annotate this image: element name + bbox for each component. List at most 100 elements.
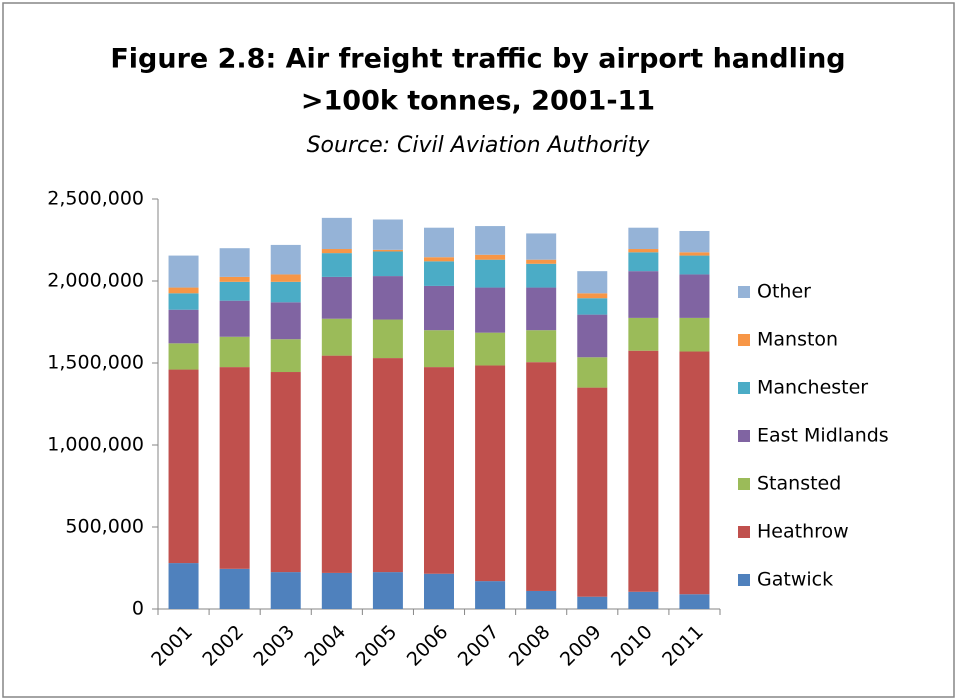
y-tick-label: 0 xyxy=(132,598,144,620)
bar-segment xyxy=(679,230,710,253)
bar-segment xyxy=(577,293,608,299)
bar-segment xyxy=(270,274,301,282)
bar-segment xyxy=(168,343,199,370)
bar-segment xyxy=(321,253,352,277)
bar-segment xyxy=(475,332,506,366)
bar-segment xyxy=(219,568,250,609)
bar-segment xyxy=(424,285,454,331)
bar-segment xyxy=(168,309,199,344)
bar-segment xyxy=(679,351,710,595)
chart-subtitle: Source: Civil Aviation Authority xyxy=(307,133,651,158)
legend-swatch xyxy=(738,334,750,346)
bar-segment xyxy=(577,271,608,294)
bar-segment xyxy=(628,252,659,272)
bar-segment xyxy=(679,252,710,256)
bar-segment xyxy=(424,261,454,286)
bar-segment xyxy=(577,596,608,609)
bar-segment xyxy=(475,254,506,260)
bar-segment xyxy=(270,281,301,303)
bar-segment xyxy=(321,249,352,254)
bar-segment xyxy=(270,244,301,275)
legend-swatch xyxy=(738,478,750,490)
legend-swatch xyxy=(738,382,750,394)
bar-segment xyxy=(168,255,199,288)
bar-segment xyxy=(424,330,454,368)
bar-segment xyxy=(628,271,659,318)
legend-swatch xyxy=(738,526,750,538)
bar-segment xyxy=(321,355,352,573)
bar-segment xyxy=(219,281,250,301)
bar-segment xyxy=(168,287,199,294)
legend-label: Other xyxy=(757,281,811,303)
bar-segment xyxy=(372,276,403,320)
bar-segment xyxy=(424,257,454,262)
bar-segment xyxy=(321,276,352,319)
bar-segment xyxy=(577,387,608,597)
bar-segment xyxy=(372,251,403,277)
bar-segment xyxy=(679,274,710,318)
bar-segment xyxy=(577,314,608,358)
bar-segment xyxy=(526,362,557,591)
bar-segment xyxy=(679,594,710,609)
bar-segment xyxy=(270,572,301,609)
bar-segment xyxy=(270,372,301,573)
y-tick-label: 2,000,000 xyxy=(47,270,144,292)
bar-segment xyxy=(270,339,301,373)
bar-segment xyxy=(628,249,659,253)
legend-swatch xyxy=(738,574,750,586)
bar-segment xyxy=(526,263,557,288)
legend-label: Stansted xyxy=(757,473,841,495)
bar-segment xyxy=(679,255,710,275)
bar-segment xyxy=(424,367,454,574)
legend-label: East Midlands xyxy=(757,425,889,447)
y-tick-label: 1,000,000 xyxy=(47,434,144,456)
bar-segment xyxy=(219,248,250,277)
bar-segment xyxy=(628,317,659,351)
bar-segment xyxy=(219,367,250,569)
legend-swatch xyxy=(738,430,750,442)
bar-segment xyxy=(219,336,250,368)
bar-segment xyxy=(526,590,557,609)
bar-segment xyxy=(270,302,301,340)
bar-segment xyxy=(168,369,199,564)
chart-title: >100k tonnes, 2001-11 xyxy=(301,86,655,117)
chart-title: Figure 2.8: Air freight traffic by airpo… xyxy=(110,44,845,75)
bar-segment xyxy=(526,233,557,260)
bar-segment xyxy=(321,572,352,609)
y-tick-label: 1,500,000 xyxy=(47,352,144,374)
bar-segment xyxy=(526,287,557,331)
bar-segment xyxy=(679,317,710,352)
legend-label: Heathrow xyxy=(757,521,849,543)
legend-label: Manston xyxy=(757,329,838,351)
bar-segment xyxy=(628,591,659,609)
bar-segment xyxy=(424,227,454,258)
bar-segment xyxy=(475,365,506,582)
bar-segment xyxy=(475,581,506,609)
legend-label: Gatwick xyxy=(757,569,833,591)
y-tick-label: 2,500,000 xyxy=(47,188,144,210)
bar-segment xyxy=(577,298,608,315)
bar-segment xyxy=(628,350,659,592)
bar-segment xyxy=(526,330,557,363)
bar-segment xyxy=(372,219,403,250)
bar-segment xyxy=(424,573,454,609)
bar-segment xyxy=(372,249,403,252)
bar-segment xyxy=(372,572,403,609)
bar-segment xyxy=(372,319,403,359)
bar-segment xyxy=(628,227,659,250)
legend-swatch xyxy=(738,286,750,298)
bar-segment xyxy=(475,287,506,333)
bar-segment xyxy=(168,563,199,609)
bar-segment xyxy=(321,217,352,250)
bar-segment xyxy=(219,300,250,337)
bar-segment xyxy=(475,226,506,255)
bar-segment xyxy=(168,293,199,310)
y-tick-label: 500,000 xyxy=(65,516,144,538)
bar-segment xyxy=(372,358,403,573)
bar-segment xyxy=(475,259,506,288)
bar-segment xyxy=(526,259,557,264)
bar-segment xyxy=(577,357,608,388)
bar-segment xyxy=(321,318,352,356)
bar-segment xyxy=(219,276,250,282)
